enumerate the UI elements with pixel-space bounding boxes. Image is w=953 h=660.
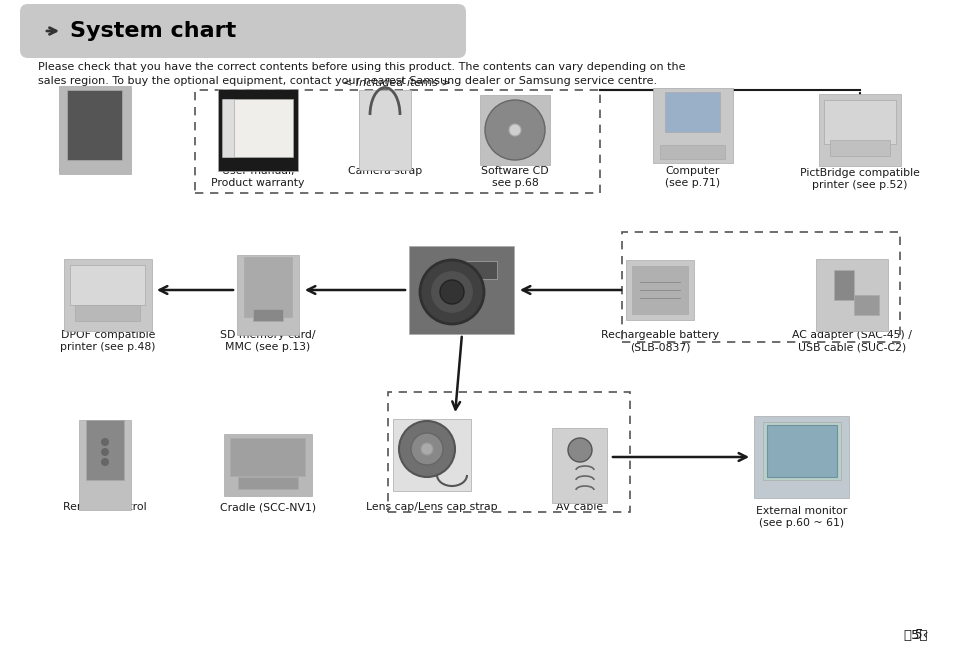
Circle shape — [101, 458, 109, 466]
Bar — [631, 266, 687, 314]
Bar — [621, 232, 899, 342]
Bar — [388, 392, 629, 512]
Bar — [236, 255, 298, 335]
Bar — [659, 145, 724, 159]
Text: System chart: System chart — [70, 21, 236, 41]
Circle shape — [101, 448, 109, 456]
Bar — [231, 438, 305, 476]
Bar — [86, 420, 124, 480]
Text: External monitor
(see p.60 ~ 61): External monitor (see p.60 ~ 61) — [756, 506, 846, 529]
Bar — [815, 259, 887, 331]
Bar — [652, 88, 732, 162]
Text: Computer
(see p.71): Computer (see p.71) — [665, 166, 720, 188]
Bar — [224, 434, 312, 496]
Bar — [71, 265, 146, 305]
Text: Camera case: Camera case — [59, 166, 131, 176]
Text: sales region. To buy the optional equipment, contact your nearest Samsung dealer: sales region. To buy the optional equipm… — [38, 76, 657, 86]
Bar — [358, 90, 411, 170]
Text: SD memory card/
MMC (see p.13): SD memory card/ MMC (see p.13) — [220, 330, 315, 352]
Bar — [766, 425, 836, 477]
Text: < Included items >: < Included items > — [343, 78, 451, 88]
Circle shape — [411, 433, 442, 465]
Bar — [393, 419, 471, 491]
Text: DPOF compatible
printer (see p.48): DPOF compatible printer (see p.48) — [60, 330, 155, 352]
Circle shape — [398, 421, 455, 477]
Text: Remote control: Remote control — [63, 502, 147, 512]
Bar — [823, 100, 895, 144]
Bar — [64, 259, 152, 331]
Bar — [79, 420, 131, 510]
Circle shape — [484, 100, 544, 160]
Bar — [68, 90, 122, 160]
Bar — [833, 270, 853, 300]
Bar — [818, 94, 900, 166]
Circle shape — [419, 260, 483, 324]
Bar — [479, 95, 550, 165]
Bar — [253, 309, 283, 321]
Circle shape — [420, 443, 433, 455]
Text: Please check that you have the correct contents before using this product. The c: Please check that you have the correct c… — [38, 62, 685, 72]
Bar — [59, 86, 131, 174]
Text: Lens cap/Lens cap strap: Lens cap/Lens cap strap — [366, 502, 497, 512]
Bar — [467, 261, 497, 279]
Bar — [237, 477, 297, 489]
Bar — [854, 295, 879, 315]
Bar — [194, 90, 599, 193]
Circle shape — [101, 438, 109, 446]
Circle shape — [567, 438, 592, 462]
Circle shape — [509, 124, 520, 136]
Bar — [75, 305, 140, 321]
Circle shape — [430, 270, 474, 314]
Bar — [244, 257, 292, 317]
Text: Cradle (SCC-NV1): Cradle (SCC-NV1) — [220, 502, 315, 512]
Bar — [665, 92, 720, 132]
FancyBboxPatch shape — [20, 4, 465, 58]
Text: AC adapter (SAC-45) /
USB cable (SUC-C2): AC adapter (SAC-45) / USB cable (SUC-C2) — [791, 330, 911, 352]
Text: 5‹: 5‹ — [913, 628, 927, 642]
Bar — [552, 428, 607, 502]
Bar — [829, 140, 889, 156]
Text: AV cable: AV cable — [556, 502, 603, 512]
Text: Camera strap: Camera strap — [348, 166, 421, 176]
Bar — [223, 99, 293, 157]
Bar — [754, 416, 848, 498]
Bar — [218, 89, 297, 171]
Bar — [625, 260, 693, 320]
Circle shape — [439, 280, 463, 304]
Text: Rechargeable battery
(SLB-0837): Rechargeable battery (SLB-0837) — [600, 330, 719, 352]
Bar — [222, 99, 233, 157]
Bar — [409, 246, 514, 334]
Text: PictBridge compatible
printer (see p.52): PictBridge compatible printer (see p.52) — [800, 168, 919, 190]
Text: 〈5〉: 〈5〉 — [902, 629, 927, 642]
Text: Software CD
see p.68: Software CD see p.68 — [480, 166, 548, 188]
Bar — [762, 422, 841, 480]
Text: User manual,
Product warranty: User manual, Product warranty — [212, 166, 304, 188]
